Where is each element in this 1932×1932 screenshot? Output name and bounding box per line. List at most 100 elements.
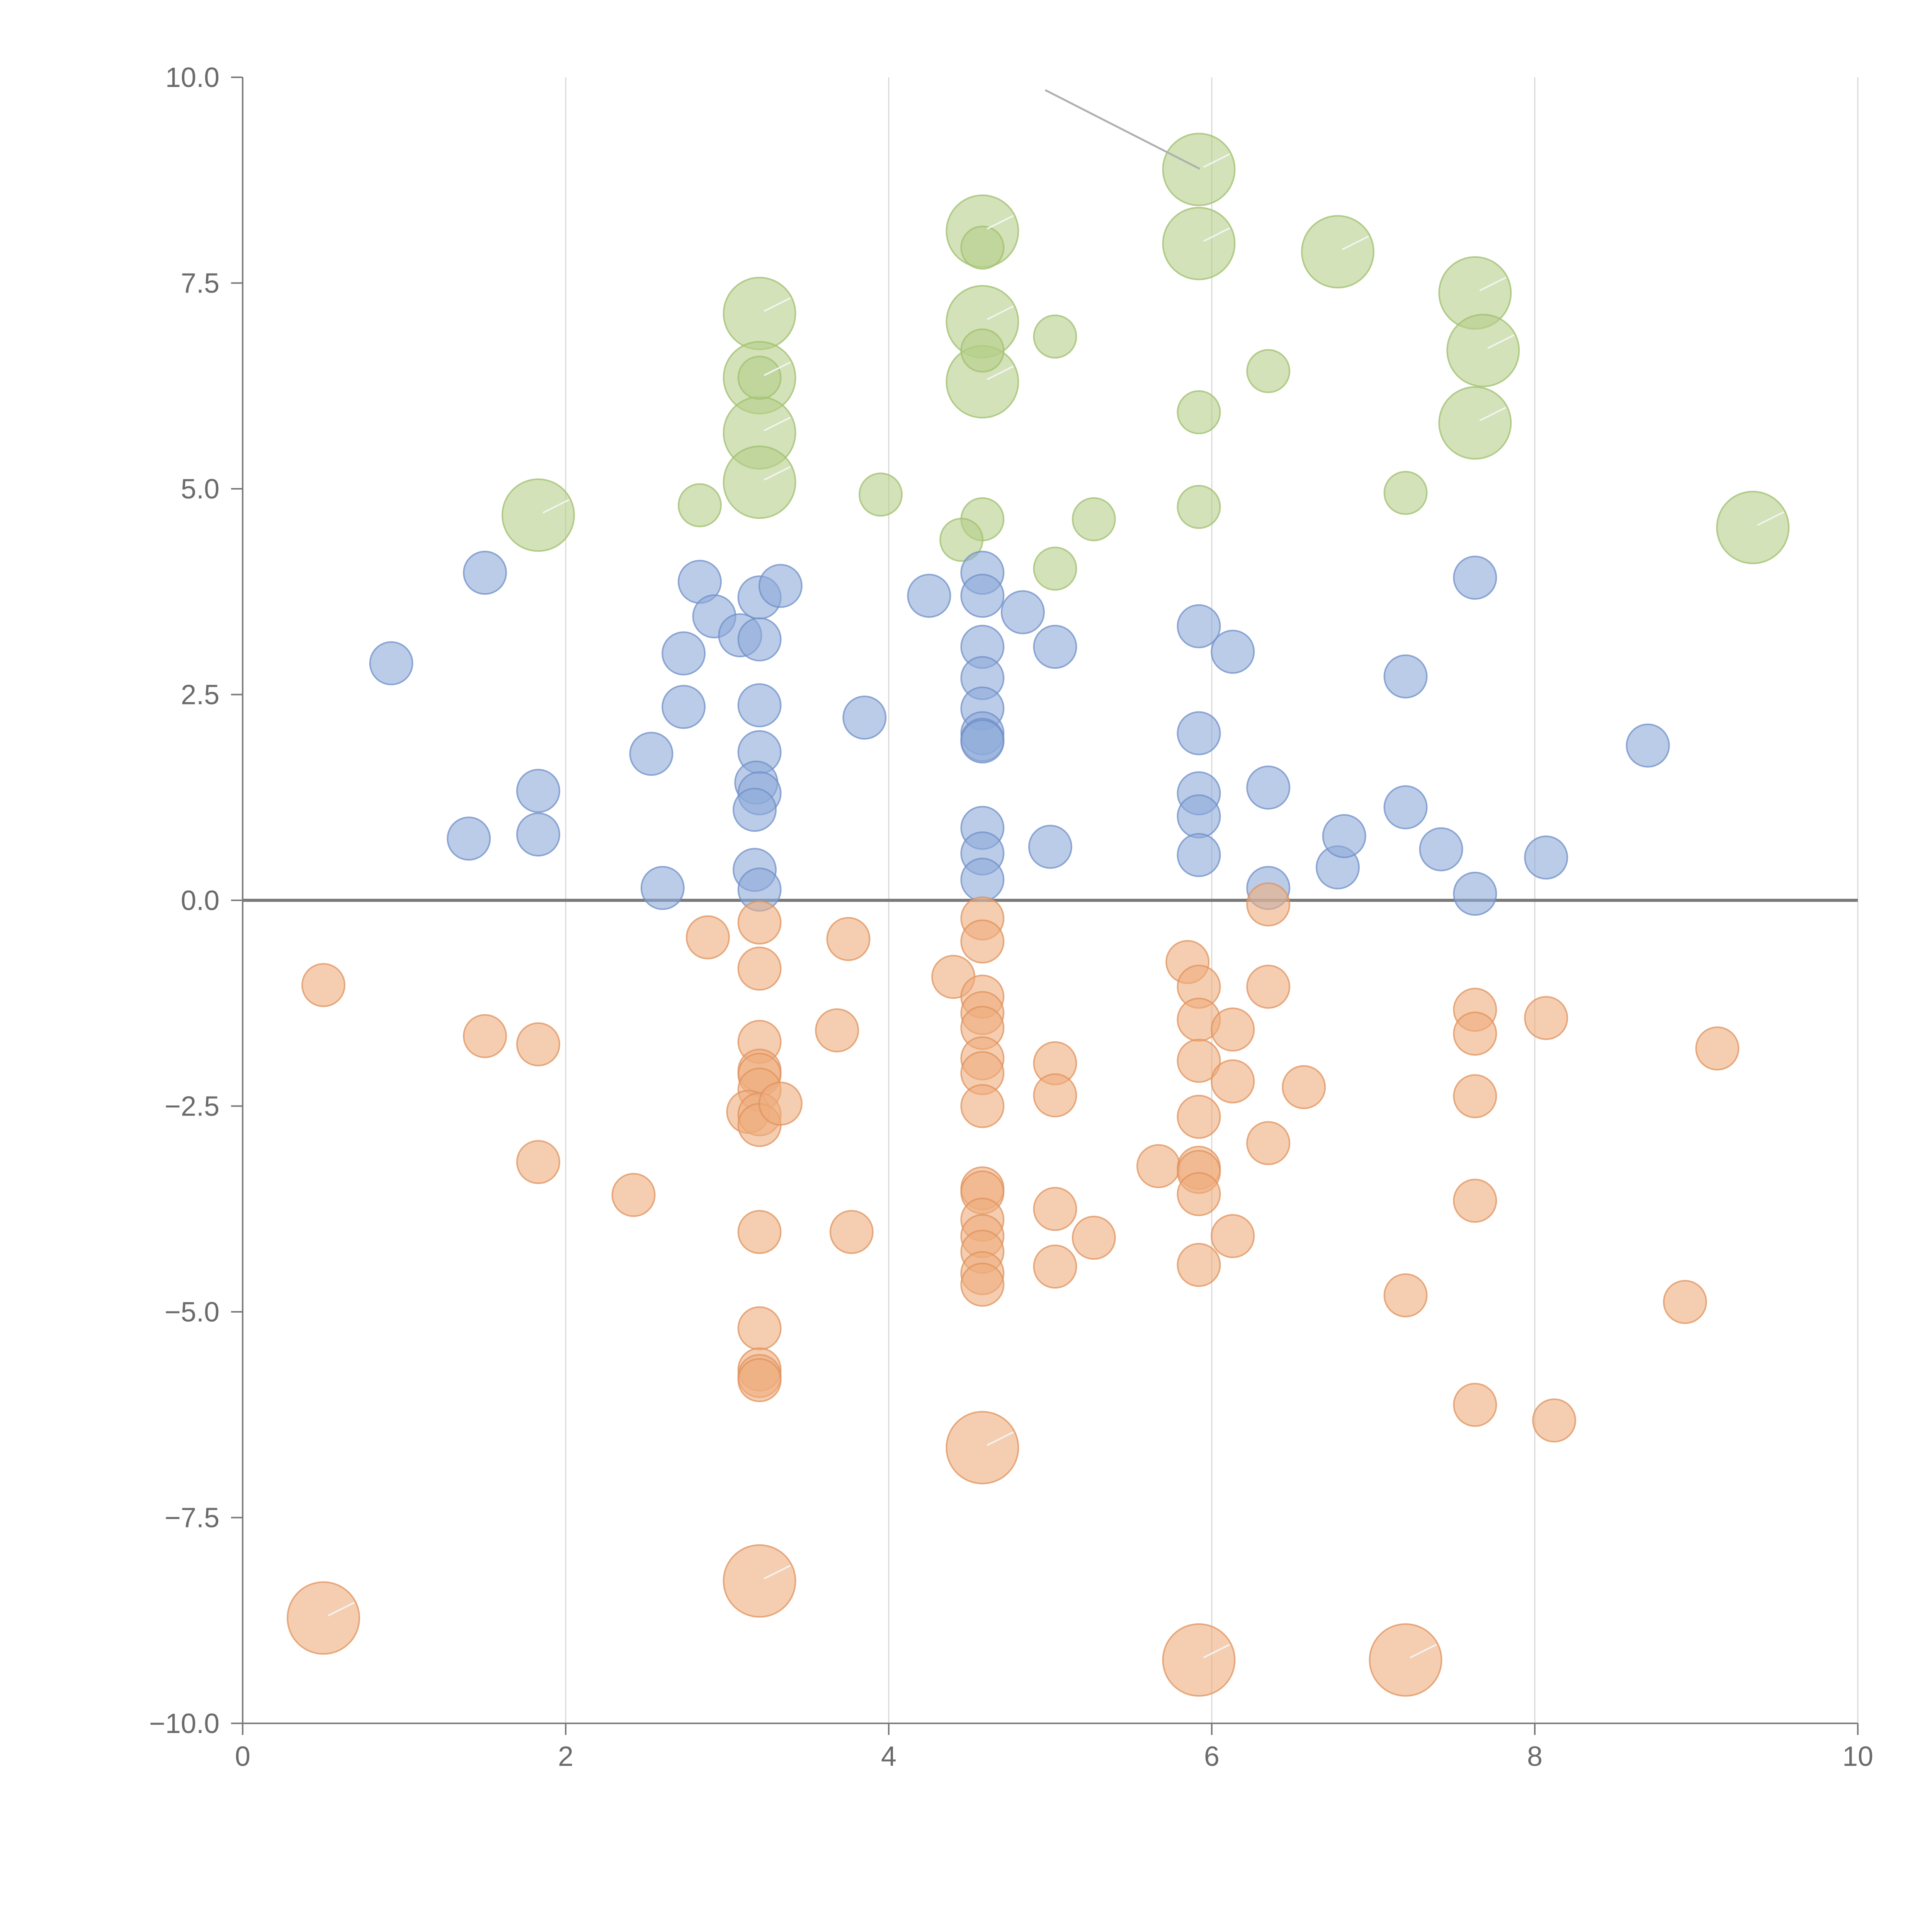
blue-bubble-49 [1383,785,1428,830]
orange-bubble-64 [1453,1012,1497,1056]
orange-bubble-76 [1369,1623,1442,1697]
green-leader-9 [986,366,1014,380]
orange-bubble-1 [463,1014,507,1058]
green-bubble-28 [1033,546,1077,591]
x-tick-label-3: 6 [1204,1741,1219,1772]
y-tick-label-7: −7.5 [165,1503,219,1534]
orange-bubble-75 [1162,1623,1236,1697]
orange-bubble-21 [815,1008,859,1053]
green-leader-2 [1342,235,1369,250]
y-tick-label-8: −10.0 [149,1708,219,1739]
blue-bubble-51 [1453,556,1497,600]
blue-bubble-14 [758,564,803,608]
blue-bubble-4 [447,816,491,861]
green-leader-14 [543,499,570,514]
orange-bubble-41 [1033,1073,1077,1117]
blue-bubble-31 [960,719,1005,764]
y-tick-label-5: −2.5 [165,1091,219,1122]
green-leader-5 [1479,406,1507,422]
blue-bubble-2 [516,769,560,813]
orange-bubble-0 [301,963,345,1007]
blue-bubble-7 [662,685,706,729]
y-tick-label-0: 10.0 [165,62,219,93]
orange-bubble-56 [1211,1059,1255,1104]
blue-bubble-22 [842,696,887,740]
orange-leader-73 [764,1565,791,1580]
orange-bubble-42 [1033,1187,1077,1231]
orange-bubble-50 [1177,1095,1221,1139]
orange-bubble-74 [946,1411,1019,1485]
green-leader-6 [1757,511,1784,526]
orange-bubble-59 [1246,964,1291,1009]
green-bubble-25 [859,472,903,517]
orange-bubble-43 [1033,1244,1077,1289]
blue-bubble-39 [1177,711,1221,755]
blue-bubble-6 [640,866,685,910]
orange-bubble-45 [1136,1144,1181,1188]
orange-bubble-72 [287,1581,360,1655]
green-bubble-26 [677,483,722,527]
orange-bubble-62 [1383,1273,1428,1318]
blue-bubble-8 [662,631,706,675]
orange-bubble-44 [1071,1216,1116,1260]
green-leader-10 [764,297,791,312]
orange-bubble-60 [1246,1121,1291,1165]
axes-layer: 0 2 4 6 8 10 10.0 7.5 5.0 2.5 0.0 −2.5 −5.0 −7.5 −10.0 [149,62,1873,1772]
orange-bubble-2 [516,1022,560,1066]
orange-leader-76 [1410,1644,1437,1658]
orange-bubble-5 [685,915,730,959]
y-tick-label-1: 7.5 [181,268,219,299]
green-leader-13 [764,466,791,481]
green-bubble-14 [501,478,575,552]
orange-bubble-67 [1453,1383,1497,1427]
green-bubble-5 [1438,386,1512,460]
orange-bubble-53 [1177,1172,1221,1216]
orange-bubble-61 [1282,1065,1326,1109]
green-bubble-20 [737,355,782,400]
orange-bubble-58 [1246,882,1291,927]
blue-bubble-52 [1453,871,1497,916]
orange-leader-75 [1203,1644,1230,1658]
blue-bubble-35 [1000,590,1045,634]
orange-bubble-4 [611,1173,656,1217]
blue-bubble-15 [737,683,782,728]
green-bubble-18 [1246,349,1291,393]
orange-bubble-15 [758,1082,803,1126]
y-tick-label-2: 5.0 [181,474,219,505]
orange-bubble-17 [737,1306,782,1350]
green-bubble-21 [1383,471,1428,515]
x-tick-label-1: 2 [558,1741,573,1772]
blue-bubble-37 [1028,825,1072,869]
blue-bubble-3 [516,812,560,857]
orange-bubble-26 [960,919,1005,964]
green-leader-7 [986,215,1014,230]
green-leader-8 [986,305,1014,320]
green-bubble-13 [723,445,796,519]
orange-bubble-32 [960,1084,1005,1128]
blue-bubble-5 [629,731,673,776]
blue-bubble-41 [1177,794,1221,838]
blue-bubble-43 [1211,629,1255,674]
blue-bubble-50 [1419,827,1463,871]
y-tick-label-4: 0.0 [181,885,219,916]
orange-bubble-22 [826,917,871,961]
leader-lines-layer [328,89,1784,1658]
orange-bubble-73 [723,1544,796,1618]
blue-bubble-23 [907,573,951,618]
green-bubble-27 [939,518,984,562]
green-leader-12 [764,417,791,431]
orange-leader-72 [328,1602,355,1617]
orange-bubble-49 [1177,1039,1221,1083]
y-tick-label-6: −5.0 [165,1297,219,1328]
orange-bubble-3 [516,1140,560,1184]
green-leader-3 [1479,277,1507,291]
green-bubble-4 [1446,314,1520,388]
annotation-leader-line [1044,89,1201,170]
y-tick-label-3: 2.5 [181,680,219,711]
blue-bubble-54 [1626,723,1670,768]
orange-bubble-39 [960,1262,1005,1307]
orange-bubble-66 [1453,1179,1497,1223]
green-bubble-15 [960,225,1005,270]
blue-bubble-34 [960,857,1005,902]
green-leader-4 [1487,334,1515,349]
